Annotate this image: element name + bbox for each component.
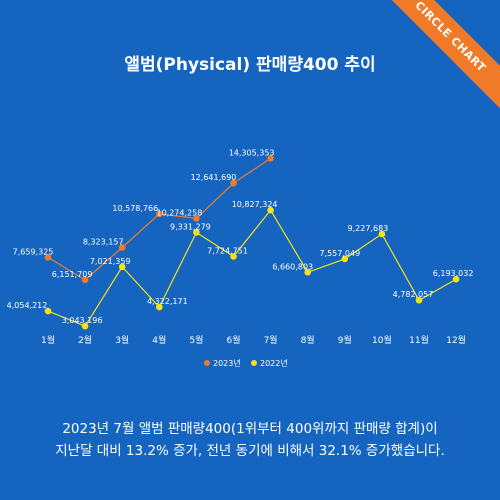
data-point: [415, 296, 423, 304]
data-point: [118, 263, 126, 271]
data-point: [341, 255, 349, 263]
data-point: [81, 322, 89, 330]
data-point: [44, 307, 52, 315]
data-label: 4,054,212: [7, 301, 48, 310]
data-label: 9,227,683: [348, 224, 389, 233]
data-point: [230, 253, 237, 260]
x-tick-label: 9월: [338, 334, 352, 346]
legend-marker: [204, 360, 210, 366]
data-label: 12,641,690: [191, 173, 237, 182]
data-point: [267, 206, 274, 214]
data-label: 7,557,049: [319, 249, 360, 258]
x-tick-label: 1월: [41, 334, 55, 346]
data-point: [118, 244, 126, 251]
data-point: [156, 303, 163, 311]
caption-line-2: 지난달 대비 13.2% 증가, 전년 동기에 비해서 32.1% 증가했습니다…: [55, 443, 445, 459]
data-label: 10,274,258: [156, 208, 202, 217]
data-point: [193, 229, 200, 236]
data-label: 14,305,353: [229, 148, 275, 157]
x-tick-label: 8월: [301, 334, 315, 346]
data-point: [267, 155, 274, 162]
data-point: [304, 268, 312, 276]
data-point: [193, 215, 200, 222]
data-label: 3,043,196: [62, 316, 103, 325]
data-label: 7,021,359: [90, 257, 131, 266]
data-point: [378, 230, 386, 238]
x-tick-label: 3월: [115, 334, 129, 346]
data-label: 7,659,325: [13, 247, 54, 256]
x-tick-label: 4월: [152, 334, 166, 346]
summary-caption: 2023년 7월 앨범 판매량400(1위부터 400위까지 판매량 합계)이 …: [10, 418, 490, 462]
x-tick-label: 5월: [189, 334, 203, 346]
x-tick-label: 11월: [409, 334, 429, 346]
data-label: 7,724,751: [207, 246, 248, 255]
x-tick-label: 12월: [446, 334, 466, 346]
data-point: [452, 275, 460, 283]
data-point: [156, 210, 163, 218]
x-tick-label: 10월: [372, 334, 392, 346]
data-point: [44, 254, 52, 261]
data-label: 6,193,032: [433, 269, 474, 278]
data-label: 9,331,279: [170, 222, 211, 231]
data-label: 8,323,157: [83, 237, 124, 246]
data-label: 10,827,324: [232, 200, 278, 209]
data-label: 4,322,171: [147, 297, 188, 306]
caption-line-1: 2023년 7월 앨범 판매량400(1위부터 400위까지 판매량 합계)이: [62, 421, 438, 437]
data-point: [230, 179, 237, 187]
chart-title: 앨범(Physical) 판매량400 추이: [124, 55, 376, 75]
legend-label: 2023년: [213, 358, 241, 368]
x-tick-label: 6월: [226, 334, 240, 346]
series-line-2022년: [47, 209, 457, 327]
data-label: 4,782,057: [393, 290, 434, 299]
legend-marker: [251, 360, 257, 366]
data-point: [81, 276, 89, 284]
data-label: 6,660,803: [272, 262, 313, 271]
x-tick-label: 2월: [78, 334, 92, 346]
series-line-2023년: [47, 157, 271, 281]
data-label: 10,578,766: [112, 204, 158, 213]
legend-label: 2022년: [260, 358, 288, 368]
x-tick-label: 7월: [264, 334, 278, 346]
data-label: 6,151,709: [52, 270, 93, 279]
